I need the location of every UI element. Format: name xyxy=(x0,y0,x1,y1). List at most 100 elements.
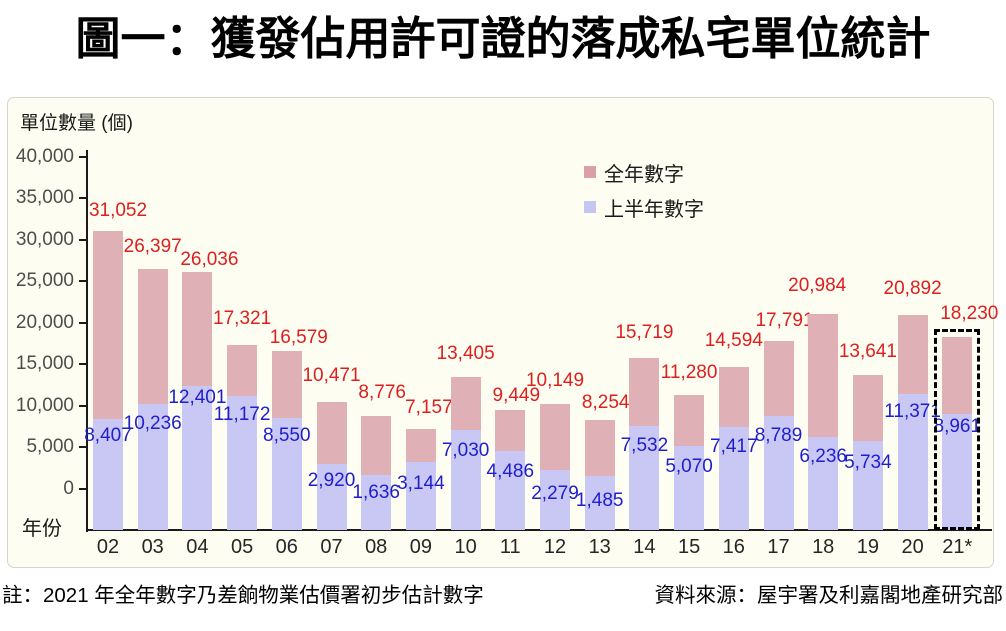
bar-half-year xyxy=(897,394,928,530)
x-tick-label: 08 xyxy=(365,536,388,558)
bar-half-year xyxy=(718,426,749,530)
bar-half-year xyxy=(629,425,660,530)
x-tick-label: 10 xyxy=(454,536,477,558)
x-tick-label: 06 xyxy=(275,536,298,558)
value-label-full-year: 13,405 xyxy=(436,343,495,365)
x-tick-label: 21* xyxy=(942,536,973,558)
legend-swatch-full-year xyxy=(584,166,596,178)
bar-full-year xyxy=(227,344,258,396)
value-label-half-year: 8,961 xyxy=(933,416,982,438)
bar-full-year xyxy=(629,358,660,426)
legend-item-full-year: 全年數字 xyxy=(584,158,704,186)
value-label-full-year: 11,280 xyxy=(660,361,718,383)
y-tick-mark xyxy=(79,238,87,241)
x-tick-label: 11 xyxy=(499,536,521,558)
y-tick-label: 35,000 xyxy=(15,187,74,208)
bar-half-year xyxy=(361,474,392,530)
bar-half-year xyxy=(495,451,526,530)
x-tick-label: 15 xyxy=(677,536,701,558)
bar-half-year xyxy=(674,446,705,530)
value-label-half-year: 1,636 xyxy=(352,481,400,503)
bar-half-year xyxy=(808,436,839,530)
x-tick-label: 03 xyxy=(141,536,164,558)
value-label-full-year: 15,719 xyxy=(615,322,674,344)
value-label-half-year: 7,417 xyxy=(710,435,758,457)
value-label-half-year: 11,371 xyxy=(884,401,941,423)
bar-full-year xyxy=(674,394,705,447)
estimate-dashed-outline xyxy=(934,329,981,530)
x-tick-label: 13 xyxy=(588,536,611,558)
bar-full-year xyxy=(316,401,347,465)
value-label-full-year: 10,471 xyxy=(302,364,361,386)
value-label-half-year: 6,236 xyxy=(799,445,847,467)
value-label-full-year: 14,594 xyxy=(704,330,763,352)
legend-swatch-half-year xyxy=(584,201,596,213)
y-tick-mark xyxy=(79,363,87,365)
x-tick-label: 18 xyxy=(812,536,835,558)
value-label-full-year: 9,449 xyxy=(492,385,541,407)
bar-full-year xyxy=(718,367,749,427)
y-tick-mark xyxy=(79,404,87,407)
x-tick-label: 16 xyxy=(722,536,745,558)
y-tick-label: 10,000 xyxy=(15,394,74,416)
bar-half-year xyxy=(540,469,570,530)
bar-half-year xyxy=(852,440,883,530)
value-label-half-year: 7,030 xyxy=(441,440,490,462)
legend: 全年數字 上半年數字 xyxy=(584,158,704,228)
bar-half-year xyxy=(137,403,168,530)
y-tick-mark xyxy=(79,155,87,158)
value-label-full-year: 31,052 xyxy=(88,199,148,221)
bar-half-year xyxy=(182,385,213,530)
bar-full-year xyxy=(763,340,794,416)
value-label-half-year: 1,485 xyxy=(575,490,624,512)
y-tick-mark xyxy=(79,280,87,282)
value-label-full-year: 8,776 xyxy=(358,381,406,403)
value-label-half-year: 4,486 xyxy=(486,461,535,483)
value-label-full-year: 18,230 xyxy=(940,303,999,325)
y-tick-mark xyxy=(79,487,87,490)
bar-full-year xyxy=(450,377,481,431)
value-label-full-year: 7,157 xyxy=(405,397,453,419)
bar-full-year xyxy=(942,337,973,415)
y-tick-label: 20,000 xyxy=(15,311,74,333)
value-label-full-year: 8,254 xyxy=(581,391,630,413)
bar-full-year xyxy=(271,350,302,418)
y-tick-mark xyxy=(79,321,87,324)
value-label-full-year: 16,579 xyxy=(269,326,328,348)
x-tick-label: 07 xyxy=(320,536,343,558)
bar-half-year xyxy=(763,415,794,530)
legend-label-full-year: 全年數字 xyxy=(604,163,684,186)
value-label-full-year: 10,149 xyxy=(525,370,585,392)
bar-full-year xyxy=(540,404,570,470)
bar-half-year xyxy=(227,395,258,530)
x-tick-label: 04 xyxy=(186,536,209,558)
value-label-half-year: 5,070 xyxy=(665,456,713,478)
bar-full-year xyxy=(137,269,168,404)
x-tick-label: 02 xyxy=(96,536,120,558)
y-tick-mark xyxy=(79,446,87,448)
value-label-full-year: 20,892 xyxy=(883,278,942,300)
value-label-full-year: 13,641 xyxy=(838,341,897,363)
y-axis-title: 單位數量 (個) xyxy=(20,113,133,134)
x-tick-label: 14 xyxy=(633,536,656,558)
footnote: 註：2021 年全年數字乃差餉物業估價署初步估計數字 xyxy=(2,584,484,607)
value-label-full-year: 17,321 xyxy=(213,307,272,329)
value-label-half-year: 11,172 xyxy=(213,403,271,425)
x-tick-label: 17 xyxy=(767,536,790,558)
source-credit: 資料來源：屋宇署及利嘉閣地產研究部 xyxy=(654,584,1004,607)
bar-full-year xyxy=(808,314,839,437)
bar-full-year xyxy=(361,415,392,475)
value-label-half-year: 7,532 xyxy=(620,434,669,456)
y-tick-label: 25,000 xyxy=(15,270,74,291)
value-label-half-year: 2,279 xyxy=(531,482,579,504)
bar-full-year xyxy=(182,272,213,386)
x-tick-label: 09 xyxy=(409,536,433,558)
bar-full-year xyxy=(495,410,526,452)
value-label-half-year: 5,734 xyxy=(844,451,892,473)
value-label-full-year: 20,984 xyxy=(788,275,847,297)
bar-full-year xyxy=(852,375,883,441)
bar-half-year xyxy=(450,430,481,530)
bar-full-year xyxy=(897,315,928,395)
x-tick-label: 05 xyxy=(230,536,254,558)
bar-half-year xyxy=(405,462,436,530)
